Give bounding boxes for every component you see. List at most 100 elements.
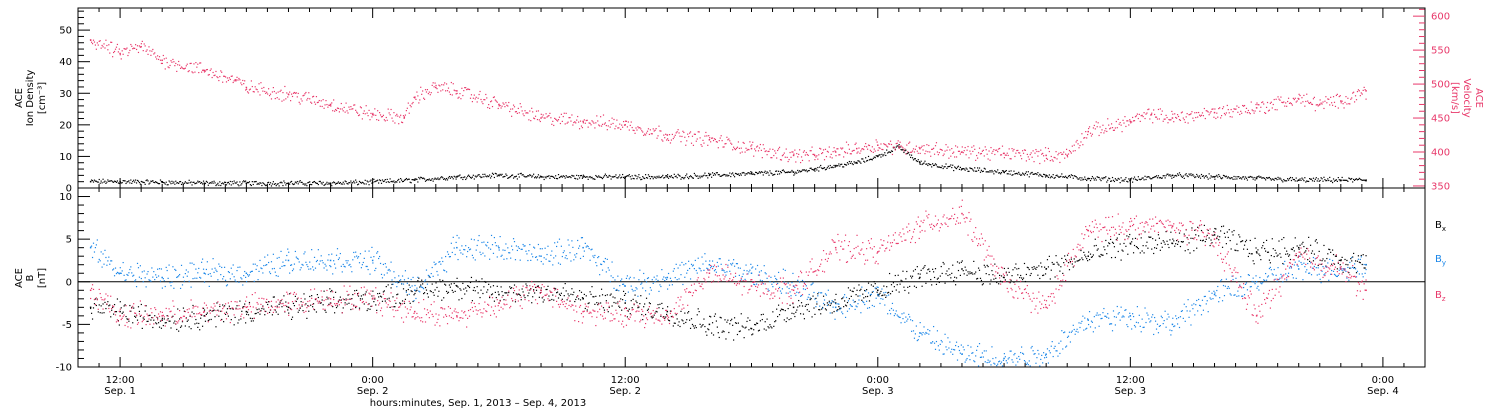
field-series-bx-point: [902, 270, 904, 272]
field-series-bx-point: [1042, 274, 1044, 277]
field-series-bx-point: [1019, 276, 1021, 279]
density-series-point: [1271, 178, 1273, 180]
field-series-bx-point: [737, 322, 739, 324]
velocity-series-point: [1136, 113, 1138, 115]
density-series-point: [1041, 175, 1043, 177]
field-series-by-point: [170, 285, 172, 287]
velocity-series-point: [1094, 128, 1096, 130]
velocity-series-point: [884, 143, 886, 146]
density-series-point: [1017, 173, 1019, 175]
velocity-series-point: [666, 139, 668, 141]
density-series-point: [687, 176, 689, 178]
field-series-bx-point: [704, 325, 706, 328]
velocity-series-point: [909, 141, 911, 143]
density-series-point: [355, 179, 357, 181]
field-series-bx-point: [1017, 274, 1019, 276]
velocity-series-point: [347, 112, 349, 114]
velocity-series-point: [338, 111, 341, 113]
density-series-point: [951, 166, 953, 169]
field-series-bx-point: [919, 273, 921, 275]
velocity-series-point: [1298, 93, 1300, 95]
velocity-series-point: [1069, 151, 1072, 153]
velocity-series-point: [1287, 100, 1289, 103]
velocity-series-point: [162, 54, 164, 57]
field-series-by-point: [547, 245, 549, 247]
velocity-series-point: [731, 143, 733, 145]
velocity-series-point: [1050, 155, 1052, 158]
field-series-bx-point: [239, 300, 241, 302]
density-series-point: [127, 181, 129, 183]
density-series-point: [576, 174, 578, 177]
density-series-point: [480, 176, 482, 179]
velocity-series-point: [1326, 102, 1328, 104]
field-series-by-point: [521, 248, 523, 250]
field-series-by-point: [410, 278, 412, 281]
velocity-series-point: [235, 79, 237, 82]
field-series-by-point: [1297, 268, 1300, 270]
density-series-point: [179, 180, 182, 183]
field-series-bx-point: [589, 291, 591, 293]
field-series-by-point: [105, 256, 107, 259]
velocity-series-point: [252, 90, 254, 93]
velocity-series-point: [513, 106, 516, 108]
density-series-point: [547, 175, 549, 178]
density-series-point: [1309, 178, 1312, 180]
velocity-series-point: [167, 66, 169, 68]
velocity-series-point: [650, 133, 652, 135]
field-series-bx-point: [532, 296, 534, 298]
field-series-by-point: [468, 249, 471, 251]
field-series-by-point: [602, 260, 605, 262]
field-series-bx-point: [741, 325, 743, 327]
density-tick-label: 0: [66, 184, 72, 195]
density-series-point: [467, 175, 469, 177]
field-series-bx-point: [114, 311, 117, 313]
velocity-series-point: [604, 122, 606, 124]
density-series-point: [704, 172, 706, 174]
field-series-bx-point: [1157, 234, 1160, 236]
field-series-bx-point: [187, 319, 189, 321]
velocity-series-point: [952, 152, 954, 154]
velocity-series-point: [1237, 111, 1239, 113]
field-series-by-point: [182, 276, 185, 278]
density-series-point: [577, 178, 579, 180]
density-series-point: [1129, 180, 1131, 182]
density-series-point: [169, 181, 171, 183]
field-series-bx-point: [626, 316, 629, 318]
density-series-point: [418, 176, 420, 179]
density-series-point: [400, 179, 403, 181]
velocity-series-point: [175, 62, 177, 65]
velocity-series-point: [1291, 104, 1293, 106]
field-series-bx-point: [990, 279, 992, 281]
velocity-series-point: [1352, 92, 1354, 94]
field-series-by-point: [526, 253, 528, 255]
field-series-bx-point: [625, 307, 628, 309]
density-series-point: [1236, 178, 1238, 180]
velocity-series-point: [242, 79, 244, 82]
field-series-by-point: [446, 251, 449, 253]
density-series-point: [422, 177, 424, 180]
velocity-series-point: [508, 101, 510, 104]
velocity-series-point: [996, 149, 998, 151]
velocity-series-point: [587, 126, 589, 128]
velocity-series-point: [702, 139, 704, 142]
density-series-point: [201, 183, 204, 185]
density-series-point: [908, 152, 910, 154]
velocity-series-point: [1265, 106, 1268, 109]
density-series-point: [1306, 180, 1308, 182]
field-series-bx-point: [1148, 236, 1150, 238]
velocity-series-point: [290, 100, 292, 102]
field-series-by-point: [807, 296, 809, 298]
density-series-point: [304, 184, 306, 186]
density-series-point: [881, 153, 883, 155]
density-series-point: [1037, 172, 1039, 174]
field-series-bx-point: [298, 309, 300, 311]
density-series-point: [581, 177, 584, 179]
density-series-point: [960, 169, 962, 171]
velocity-series-point: [1027, 156, 1029, 158]
field-series-by-point: [342, 263, 344, 266]
density-series-point: [888, 151, 891, 153]
density-series-point: [588, 176, 590, 178]
field-series-bx-point: [978, 269, 981, 271]
field-series-bx-point: [134, 315, 136, 317]
velocity-series-point: [1253, 112, 1255, 114]
